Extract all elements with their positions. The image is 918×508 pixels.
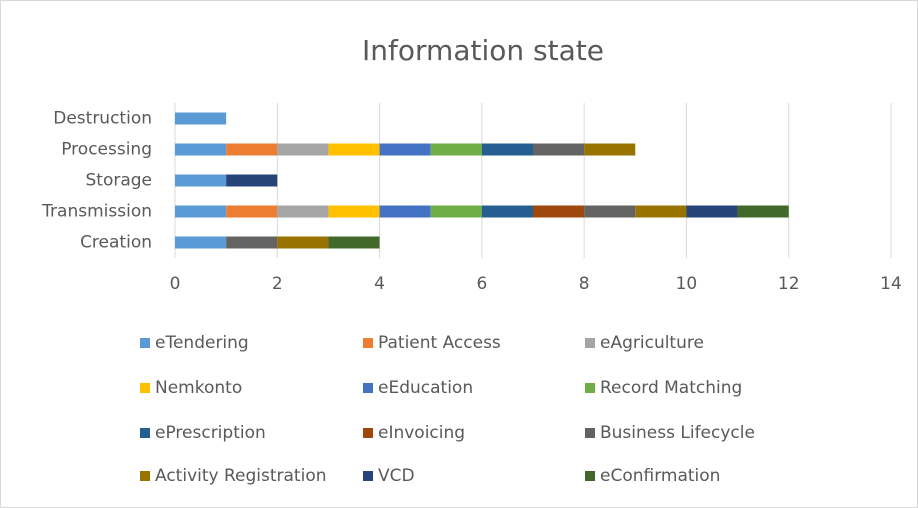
legend-label: ePrescription [155, 423, 266, 443]
bar-segment [175, 143, 227, 156]
legend-label: Patient Access [378, 333, 501, 353]
bar-segment [379, 143, 431, 156]
legend-label: Record Matching [600, 378, 742, 398]
bar-segment [277, 205, 329, 218]
legend-swatch [363, 471, 373, 481]
bar-segment [328, 205, 380, 218]
bar-segment [584, 205, 636, 218]
bar-segment [533, 205, 585, 218]
legend-swatch [363, 338, 373, 348]
legend-label: eEducation [378, 378, 473, 398]
legend-swatch [585, 471, 595, 481]
legend-swatch [140, 383, 150, 393]
x-tick-label: 10 [676, 274, 698, 294]
x-tick-label: 2 [272, 274, 283, 294]
legend-label: eConfirmation [600, 466, 720, 486]
bar-segment [328, 236, 380, 249]
bar-segment [277, 236, 329, 249]
x-tick-label: 14 [880, 274, 902, 294]
bar-segment [226, 174, 278, 187]
bar-segment [430, 205, 482, 218]
legend-swatch [585, 338, 595, 348]
y-tick-label: Transmission [41, 202, 152, 222]
bar-segment [584, 143, 636, 156]
bar-segment [328, 143, 380, 156]
legend-label: eAgriculture [600, 333, 704, 353]
legend-label: eInvoicing [378, 423, 465, 443]
legend-swatch [140, 338, 150, 348]
bar-segment [175, 236, 227, 249]
legend-swatch [140, 428, 150, 438]
y-tick-label: Creation [80, 233, 152, 253]
bar-segment [226, 143, 278, 156]
legend-swatch [363, 383, 373, 393]
legend-swatch [585, 383, 595, 393]
legend-label: Nemkonto [155, 378, 242, 398]
bar-segment [533, 143, 585, 156]
x-tick-label: 6 [476, 274, 487, 294]
bar-segment [175, 112, 227, 125]
x-tick-label: 12 [778, 274, 800, 294]
legend-label: VCD [378, 466, 415, 486]
legend-swatch [363, 428, 373, 438]
legend-label: Activity Registration [155, 466, 327, 486]
legend-label: Business Lifecycle [600, 423, 755, 443]
bar-segment [175, 174, 227, 187]
x-tick-label: 4 [374, 274, 385, 294]
bar-segment [686, 205, 738, 218]
chart-title: Information state [362, 34, 604, 67]
y-tick-label: Storage [85, 171, 152, 191]
legend-swatch [140, 471, 150, 481]
bar-segment [635, 205, 687, 218]
x-tick-label: 8 [579, 274, 590, 294]
bar-segment [277, 143, 329, 156]
legend-swatch [585, 428, 595, 438]
bar-segment [430, 143, 482, 156]
bar-segment [481, 205, 533, 218]
y-tick-label: Destruction [53, 109, 152, 129]
y-tick-label: Processing [61, 140, 152, 160]
bar-segment [175, 205, 227, 218]
x-tick-label: 0 [170, 274, 181, 294]
bar-segment [226, 236, 278, 249]
legend-label: eTendering [155, 333, 249, 353]
bar-segment [379, 205, 431, 218]
bar-segment [226, 205, 278, 218]
bar-segment [737, 205, 789, 218]
bar-segment [481, 143, 533, 156]
